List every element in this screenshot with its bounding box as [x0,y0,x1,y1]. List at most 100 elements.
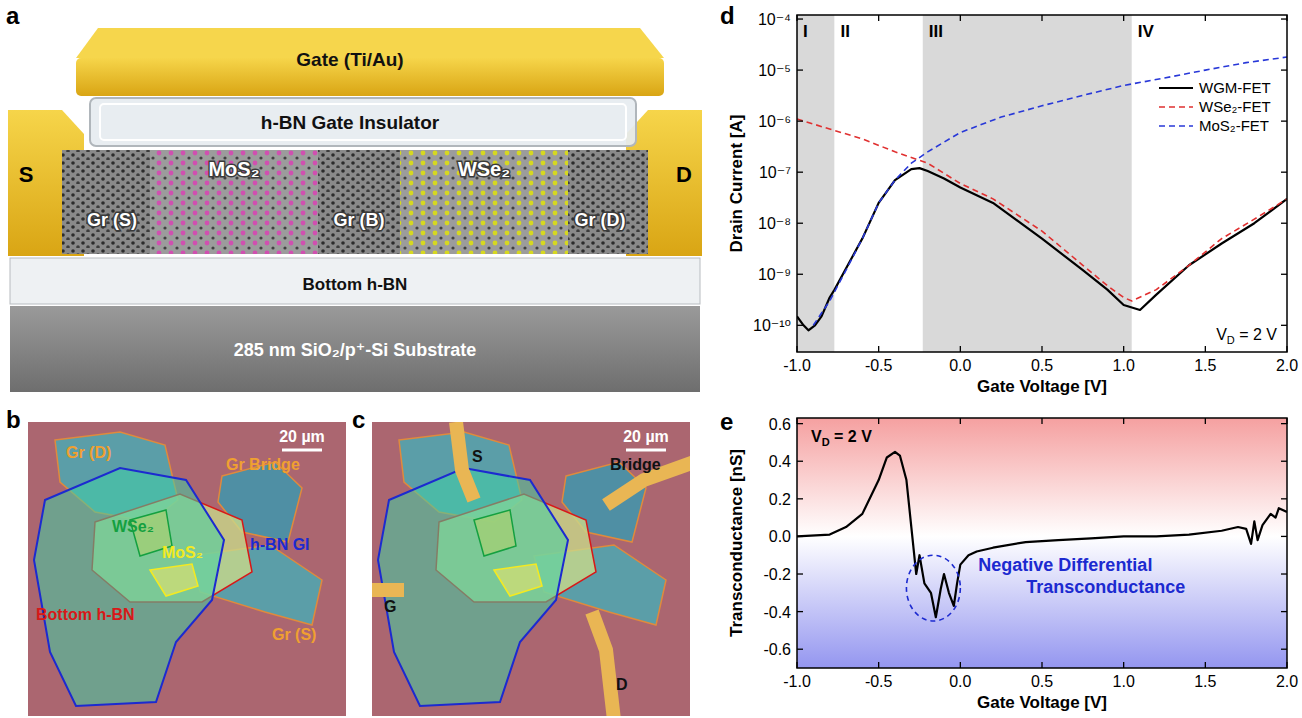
device-schematic: 285 nm SiO₂/p⁺-Si SubstrateBottom h-BNMo… [8,28,702,392]
flake-mos2 [150,564,198,596]
y-tick [1281,223,1287,224]
y-tick-label: 10⁻⁷ [759,164,791,181]
plot-area [797,15,1287,352]
panel-letter: d [720,2,735,29]
x-tick [878,418,879,424]
flake-label: Bottom h-BN [36,606,135,623]
x-tick-label: 1.0 [1113,357,1135,374]
y-tick [797,274,803,275]
y-tick-label: 0.0 [769,528,791,545]
x-tick [1041,346,1042,352]
annotation-part: D [822,436,830,448]
highlight-label: Negative DifferentialTransconductance [978,555,1185,597]
annotation-part: = 2 V [830,428,873,445]
plot-background [797,418,1287,668]
micrograph-image [372,422,690,716]
x-tick [1205,15,1206,21]
substrate [10,306,700,392]
region [835,15,923,352]
y-axis-title: Transconductance [nS] [727,449,746,637]
x-tick [1123,418,1124,424]
wse2-label: WSe₂ [458,158,510,180]
annotation-part: D [1227,334,1235,346]
annotation-part: = 2 V [1235,326,1278,343]
x-tick [1205,418,1206,424]
x-tick-label: 2.0 [1276,357,1298,374]
x-tick-label: -1.0 [783,673,811,690]
source-label: S [19,162,34,187]
y-tick-label: -0.4 [763,604,791,621]
y-tick [1281,611,1287,612]
x-tick [1123,15,1124,21]
flake-gate-insulator [34,468,224,706]
x-tick [1041,418,1042,424]
panel-letter: b [6,406,21,433]
flake-label: D [616,676,628,693]
x-tick [1123,662,1124,668]
flake-label: WSe₂ [112,518,154,535]
y-tick-label: 10⁻⁴ [758,11,791,28]
y-tick-label: 10⁻⁶ [758,113,791,130]
y-tick [1281,573,1287,574]
x-tick-label: 0.0 [949,357,971,374]
flake-mos2 [494,564,542,596]
x-tick [878,346,879,352]
annotation-part: V [811,428,822,445]
panel-letter: e [720,408,733,435]
region-label: II [841,22,850,41]
y-tick [797,223,803,224]
y-tick-label: 0.4 [769,453,791,470]
region-label: I [803,22,808,41]
flake-label: Gr Bridge [226,456,300,473]
y-tick [797,120,803,121]
y-tick [1281,172,1287,173]
flake-wse2 [474,510,516,556]
flake-label: Gr (S) [272,626,316,643]
x-tick [1286,346,1287,352]
scale-bar [282,449,322,452]
y-tick [1281,69,1287,70]
x-tick-label: -0.5 [865,357,893,374]
y-tick-label: -0.6 [763,641,791,658]
channel-layer [62,150,648,254]
y-tick [1281,423,1287,424]
gate-insulator-label: h-BN Gate Insulator [261,112,440,133]
y-tick [797,423,803,424]
flake-label: Bridge [610,456,661,473]
chart: Negative DifferentialTransconductance -1.… [727,416,1298,712]
mos2-label: MoS₂ [208,158,259,180]
x-tick-label: 1.0 [1113,673,1135,690]
plot-frame [797,418,1287,668]
highlight-line: Transconductance [1026,577,1185,597]
mos2-region [150,150,318,254]
plot-area [797,452,1287,617]
region [1132,15,1287,352]
x-tick-label: 0.5 [1031,673,1053,690]
scale-bar-label: 20 µm [623,428,669,445]
x-tick [796,346,797,352]
legend-swatch [1159,106,1193,108]
x-tick [960,662,961,668]
flake-gate-insulator [378,468,568,706]
y-tick-label: 0.2 [769,491,791,508]
scale-bar-label: 20 µm [279,428,325,445]
legend-label: WSe₂-FET [1199,98,1271,115]
x-tick [1041,15,1042,21]
flake-label: S [472,448,483,465]
y-tick [797,498,803,499]
flake-label: MoS₂ [162,544,203,561]
x-tick [1123,346,1124,352]
y-tick [1281,325,1287,326]
graphene-label: Gr (D) [575,210,626,230]
y-tick [1281,536,1287,537]
y-tick [797,18,803,19]
x-tick-label: 2.0 [1276,673,1298,690]
bottom-hbn [10,258,700,304]
substrate-bg [28,422,346,716]
legend-label: MoS₂-FET [1199,117,1269,134]
series-line [797,452,1287,617]
micrograph: 20 µmGr (D)WSe₂Gr Bridgeh-BN GIBottom h-… [28,422,346,716]
wse2-region [400,150,568,254]
y-tick [1281,120,1287,121]
x-axis-title: Gate Voltage [V] [977,693,1107,712]
